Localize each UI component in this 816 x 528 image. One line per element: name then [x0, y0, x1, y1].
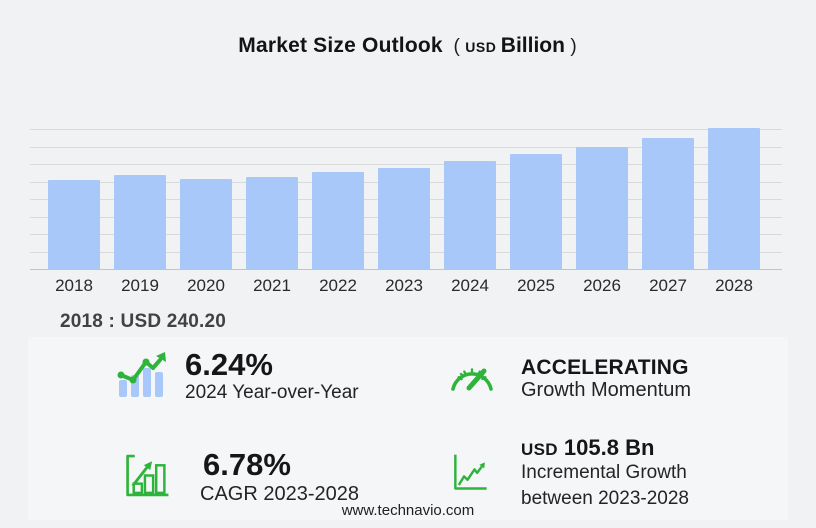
- bar-2019: [114, 175, 166, 269]
- x-axis-label-2022: 2022: [319, 276, 357, 295]
- x-axis-label-2024: 2024: [451, 276, 489, 295]
- bar-chart-plot-area: [30, 122, 782, 270]
- cagr-label: CAGR 2023-2028: [200, 483, 359, 505]
- bar-2025: [510, 154, 562, 269]
- yoy-growth-value: 6.24%: [185, 347, 273, 382]
- incremental-growth-label-line2: between 2023-2028: [521, 488, 689, 509]
- growth-bars-outline-icon: [122, 452, 172, 499]
- title-currency: USD: [465, 39, 497, 55]
- x-axis-label-2023: 2023: [385, 276, 423, 295]
- bar-2021: [246, 177, 298, 269]
- x-axis-label-2027: 2027: [649, 276, 687, 295]
- bar-2026: [576, 147, 628, 269]
- gridline: [30, 129, 782, 130]
- x-axis-baseline: [30, 269, 782, 270]
- chart-title: Market Size Outlook ( USD Billion ): [0, 34, 816, 58]
- x-axis-label-2026: 2026: [583, 276, 621, 295]
- incremental-growth-currency: USD: [521, 440, 558, 459]
- bar-2020: [180, 179, 232, 269]
- x-axis-label-2019: 2019: [121, 276, 159, 295]
- title-unit: Billion: [500, 34, 565, 57]
- base-year-annotation: 2018 : USD 240.20: [60, 311, 227, 332]
- incremental-growth-value: USD 105.8 Bn: [521, 435, 654, 461]
- incremental-growth-amount: 105.8 Bn: [563, 435, 655, 460]
- bar-2023: [378, 168, 430, 269]
- momentum-value: ACCELERATING: [521, 356, 689, 379]
- gridline: [30, 164, 782, 165]
- bar-2028: [708, 128, 760, 269]
- bar-2018: [48, 180, 100, 269]
- x-axis-labels: 2018 2019 2020 2021 2022 2023 2024 2025 2026 2027…: [30, 276, 782, 298]
- title-paren-open: (: [448, 36, 460, 57]
- x-axis-label-2028: 2028: [715, 276, 753, 295]
- trend-bars-icon: [116, 349, 168, 397]
- momentum-label: Growth Momentum: [521, 379, 692, 401]
- x-axis-label-2020: 2020: [187, 276, 225, 295]
- x-axis-label-2018: 2018: [55, 276, 93, 295]
- website-url: www.technavio.com: [341, 502, 475, 519]
- gridline: [30, 146, 782, 148]
- axes-trend-arrow-icon: [450, 452, 492, 492]
- x-axis-label-2025: 2025: [517, 276, 555, 295]
- bar-2022: [312, 172, 364, 269]
- x-axis-label-2021: 2021: [253, 276, 291, 295]
- chart-title-main: Market Size Outlook: [238, 34, 443, 57]
- gauge-icon: [447, 355, 497, 399]
- title-paren-close: ): [570, 36, 577, 57]
- cagr-value: 6.78%: [203, 447, 291, 482]
- bar-2027: [642, 138, 694, 269]
- yoy-growth-label: 2024 Year-over-Year: [185, 382, 359, 403]
- incremental-growth-label-line1: Incremental Growth: [521, 462, 687, 483]
- bar-2024: [444, 161, 496, 269]
